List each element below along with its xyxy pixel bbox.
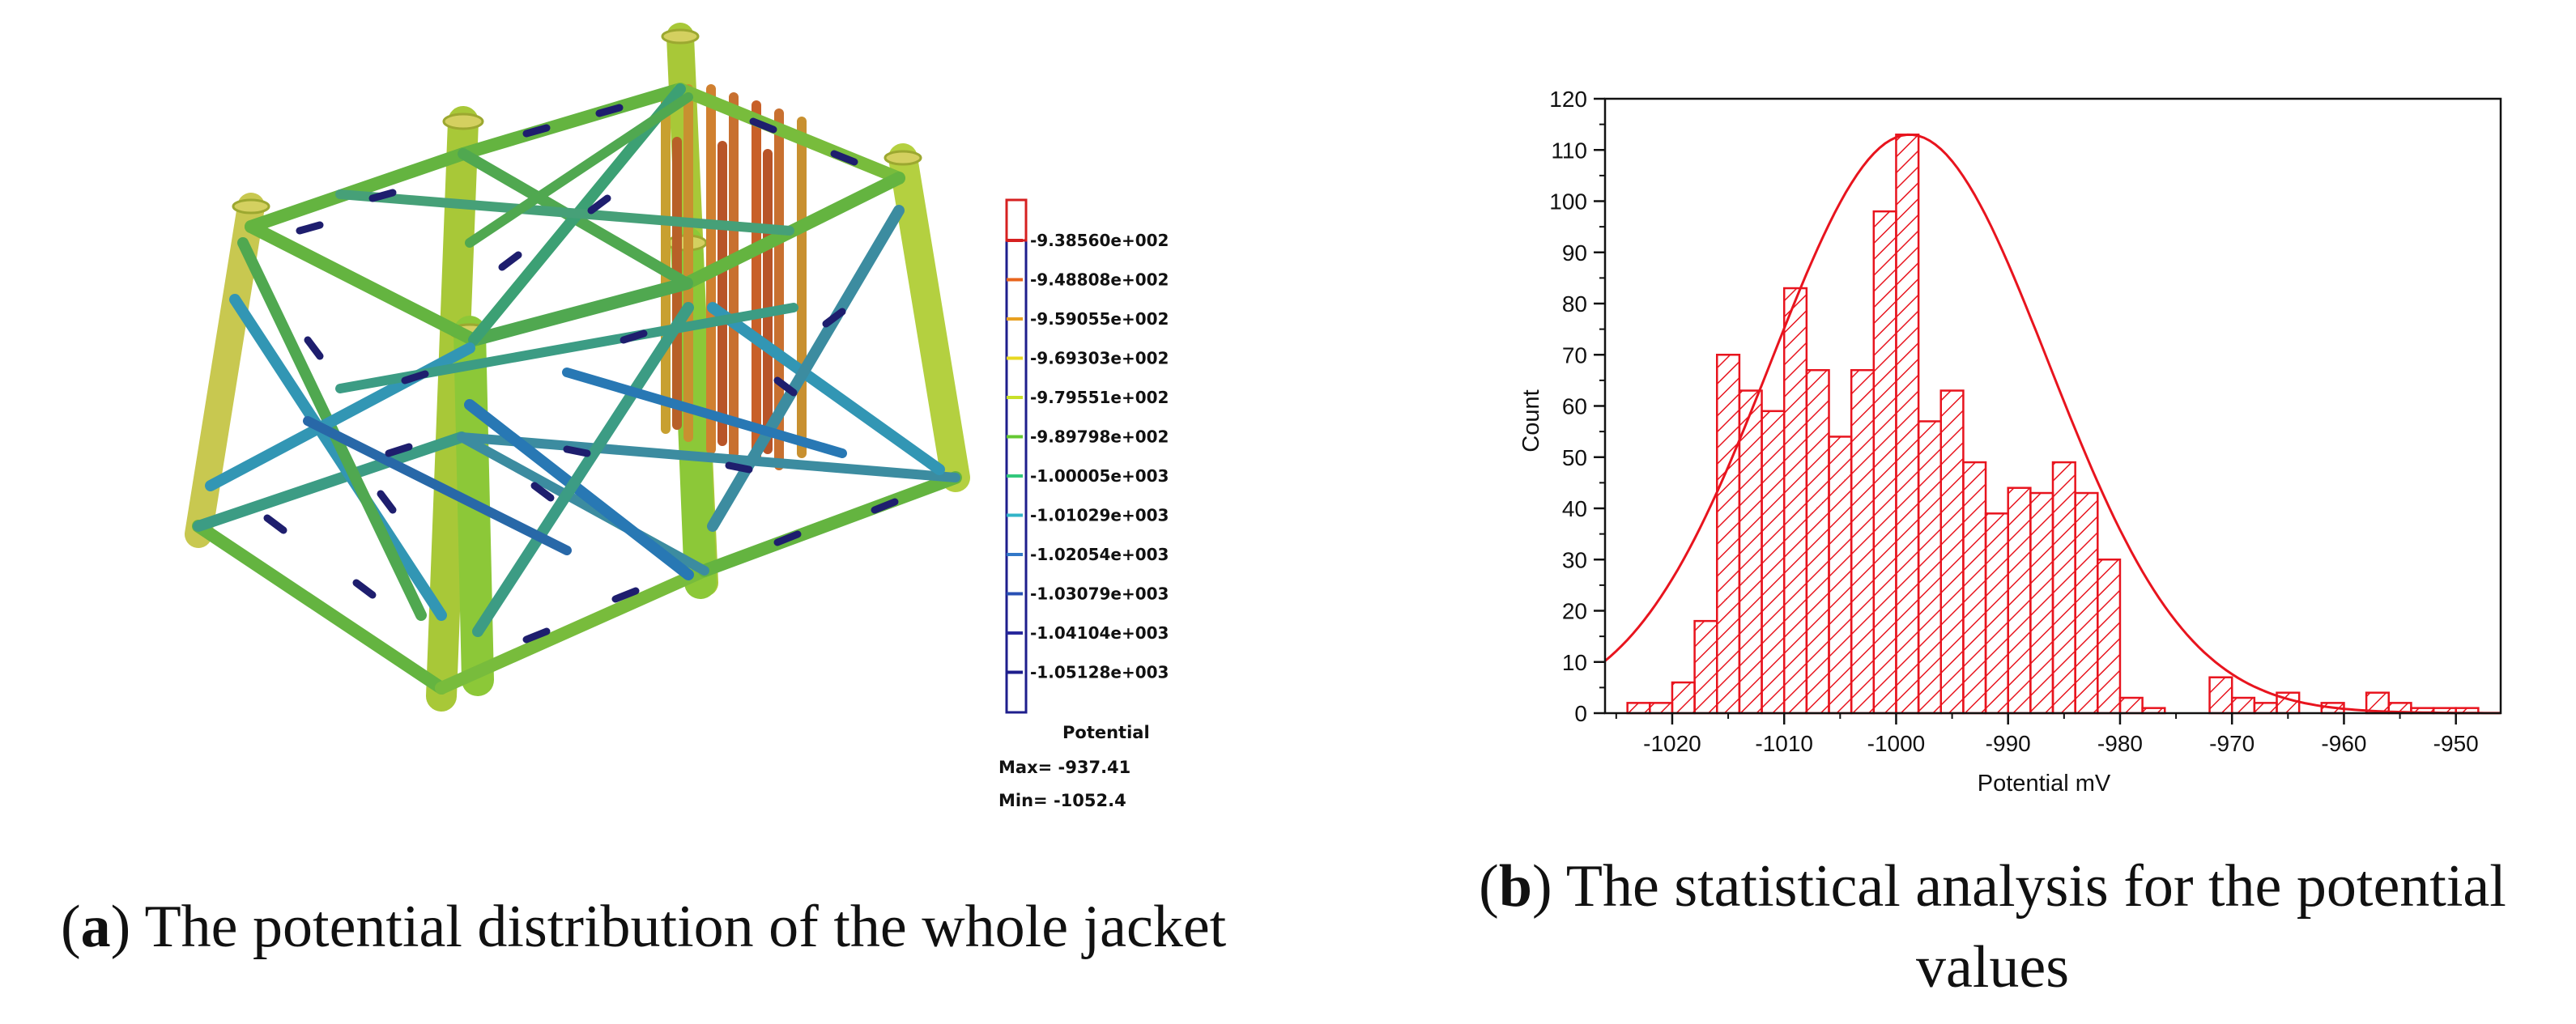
- legend-segment: [1007, 200, 1026, 244]
- caption-a: (a) The potential distribution of the wh…: [61, 894, 1227, 960]
- x-tick-label: -970: [2209, 731, 2255, 756]
- histogram-bar: [2230, 696, 2256, 715]
- histogram-bar: [1761, 410, 1786, 715]
- jacket-structure-render: [185, 23, 970, 712]
- legend-level-label: -1.03079e+003: [1030, 584, 1169, 604]
- legend-level-label: -9.69303e+002: [1030, 349, 1169, 368]
- x-tick-label: -960: [2321, 731, 2366, 756]
- x-tick-label: -950: [2433, 731, 2479, 756]
- legend-max-text: Max= -937.41: [998, 758, 1130, 777]
- legend-level-label: -1.01029e+003: [1030, 506, 1169, 525]
- histogram-bar: [1872, 210, 1897, 715]
- legend-level-label: -1.05128e+003: [1030, 663, 1169, 682]
- y-tick-label: 120: [1549, 87, 1587, 112]
- histogram-bar: [1805, 368, 1830, 715]
- x-axis-label: Potential mV: [1978, 771, 2111, 797]
- legend-level-label: -1.04104e+003: [1030, 623, 1169, 643]
- caption-b-line1: ) The statistical analysis for the poten…: [1531, 853, 2506, 920]
- histogram-bar: [2051, 461, 2076, 715]
- histogram-chart: -1020 -1010 -1000 -990 -980 -970 -960 -950 0 10 2…: [1518, 87, 2502, 797]
- y-tick-label: 20: [1562, 599, 1587, 624]
- x-tick-label: -1020: [1643, 731, 1701, 756]
- y-axis-ticks: 0 10 20 30 40 50 60 70 80 90 100 110 120: [1549, 87, 1605, 726]
- caption-b: (b) The statistical analysis for the pot…: [1409, 846, 2576, 1008]
- legend-level-label: -1.00005e+003: [1030, 466, 1169, 486]
- y-tick-label: 100: [1549, 189, 1587, 215]
- y-tick-label: 60: [1562, 394, 1587, 419]
- legend-color-bar: [1005, 198, 1028, 714]
- y-tick-label: 110: [1551, 138, 1587, 163]
- legend-min-text: Min= -1052.4: [998, 791, 1126, 810]
- caption-a-letter: a: [80, 894, 111, 960]
- legend-level-label: -9.38560e+002: [1030, 231, 1169, 250]
- histogram-bar: [1917, 420, 1943, 715]
- histogram-bar: [2007, 487, 2032, 715]
- histogram-bar: [1782, 287, 1808, 715]
- jacket-braces: [192, 83, 962, 695]
- legend-labels: -9.38560e+002 -9.48808e+002 -9.59055e+002 -…: [1030, 231, 1169, 682]
- histogram-bar: [1984, 512, 2009, 715]
- histogram-bar: [2208, 676, 2233, 715]
- histogram-bar: [1850, 368, 1876, 715]
- x-tick-label: -990: [1986, 731, 2031, 756]
- histogram-bar: [1671, 681, 1696, 715]
- y-tick-label: 0: [1574, 701, 1587, 726]
- legend-level-label: -9.89798e+002: [1030, 427, 1169, 447]
- y-tick-label: 10: [1562, 650, 1587, 675]
- histogram-bar: [1649, 702, 1674, 715]
- legend-segment: [1007, 499, 1026, 542]
- y-tick-label: 90: [1562, 240, 1587, 266]
- y-axis-label: Count: [1518, 389, 1544, 452]
- legend-level-label: -9.48808e+002: [1030, 270, 1169, 290]
- histogram-bar: [1962, 461, 1987, 715]
- potential-legend: -9.38560e+002 -9.48808e+002 -9.59055e+002 -…: [998, 198, 1169, 810]
- legend-segment: [1007, 669, 1026, 713]
- legend-segment: [1007, 285, 1026, 329]
- histogram-bar: [1738, 389, 1763, 715]
- y-tick-label: 50: [1562, 445, 1587, 470]
- histogram-bar: [1693, 619, 1718, 715]
- y-tick-label: 40: [1562, 496, 1587, 521]
- legend-segment: [1007, 371, 1026, 414]
- x-tick-label: -1010: [1755, 731, 1813, 756]
- histogram-bar: [1828, 436, 1853, 715]
- histogram-bar: [2118, 696, 2144, 715]
- caption-b-letter: b: [1498, 853, 1532, 920]
- legend-title: Potential: [1062, 723, 1150, 742]
- legend-level-label: -9.79551e+002: [1030, 388, 1169, 407]
- leg-caps: [232, 28, 922, 341]
- legend-segment: [1007, 413, 1026, 457]
- histogram-bar: [1716, 354, 1741, 715]
- caption-a-text: ) The potential distribution of the whol…: [110, 894, 1227, 960]
- legend-segment: [1007, 328, 1026, 372]
- histogram-bar: [1626, 702, 1651, 715]
- y-tick-label: 80: [1562, 291, 1587, 317]
- histogram-bar: [1895, 134, 1920, 715]
- caption-b-line2: values: [1915, 934, 2070, 1001]
- legend-level-label: -1.02054e+003: [1030, 545, 1169, 564]
- y-tick-label: 70: [1562, 342, 1587, 368]
- x-tick-label: -1000: [1867, 731, 1926, 756]
- histogram-bar: [2253, 702, 2278, 715]
- legend-segment: [1007, 456, 1026, 499]
- histogram-bar: [2029, 491, 2054, 715]
- legend-segment: [1007, 542, 1026, 585]
- histogram-bar: [2074, 491, 2099, 715]
- anodes: [263, 104, 899, 644]
- x-tick-label: -980: [2097, 731, 2143, 756]
- x-axis-ticks: -1020 -1010 -1000 -990 -980 -970 -960 -950: [1615, 713, 2479, 756]
- legend-segment: [1007, 584, 1026, 627]
- histogram-bars: [1626, 134, 2480, 715]
- legend-level-label: -9.59055e+002: [1030, 309, 1169, 329]
- normal-fit-curve: [1604, 133, 2501, 715]
- histogram-bar: [1939, 389, 1965, 715]
- histogram-bar: [2097, 559, 2122, 715]
- y-tick-label: 30: [1562, 547, 1587, 572]
